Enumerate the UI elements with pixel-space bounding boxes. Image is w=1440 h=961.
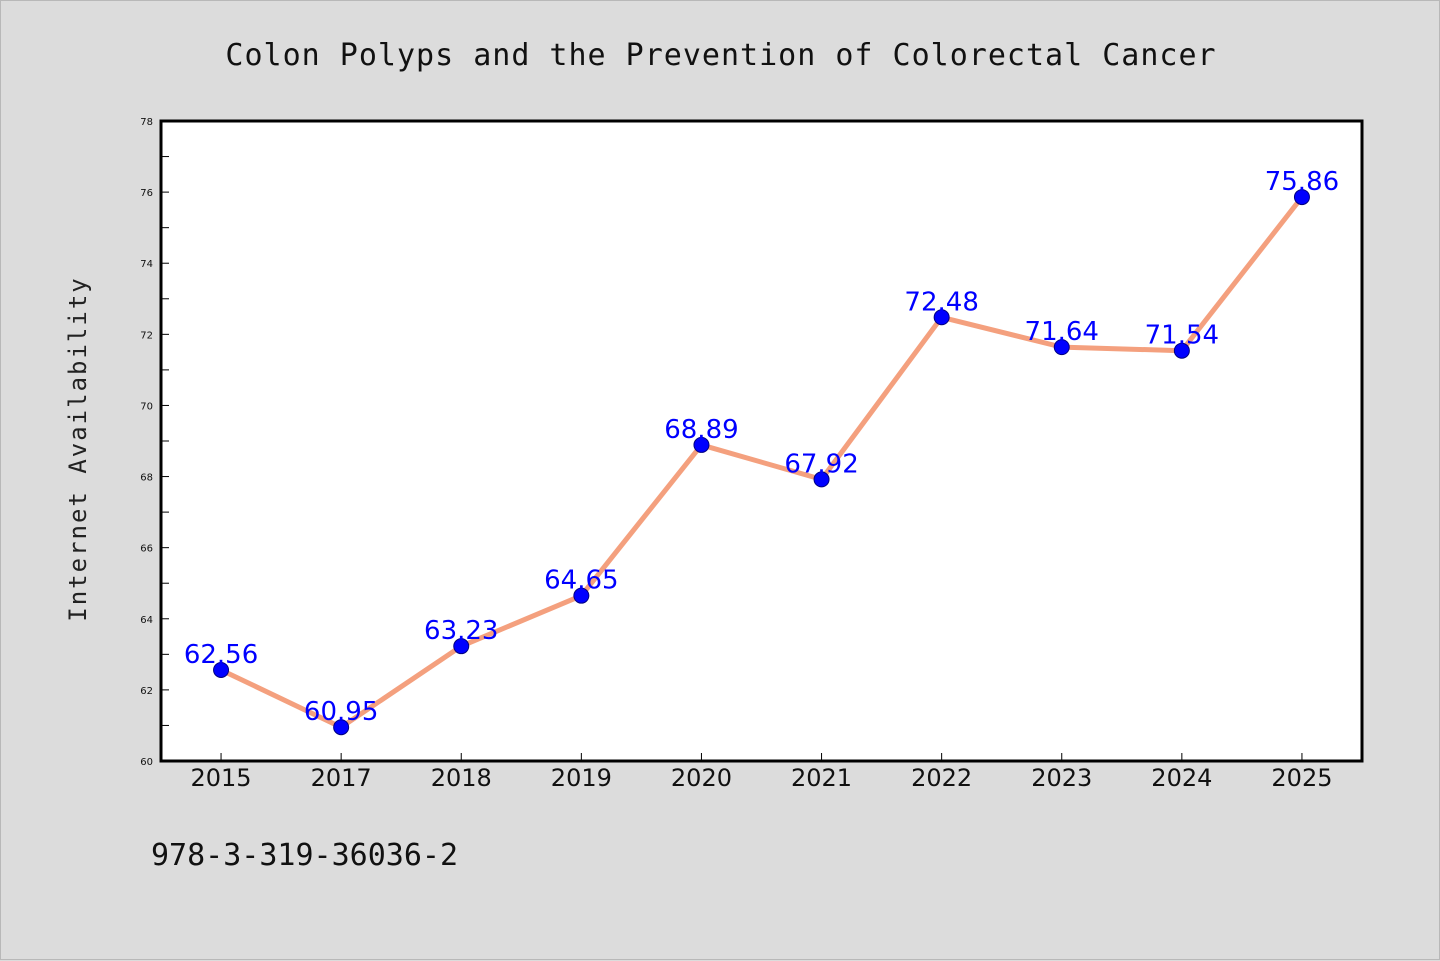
series-layer	[213, 189, 1310, 736]
data-labels: 62.56 60.95 63.23 64.65 68.89 67.92 72.48 71.64…	[184, 167, 1339, 727]
plot-area	[159, 119, 1364, 763]
data-point	[693, 436, 710, 453]
data-point	[573, 587, 590, 604]
data-label: 62.56	[184, 640, 258, 670]
data-label: 67.92	[784, 449, 858, 479]
x-tick-label: 2015	[191, 764, 252, 792]
x-tick-label: 2022	[911, 764, 972, 792]
y-tick-label: 64	[140, 615, 153, 626]
x-tick-label: 2021	[791, 764, 852, 792]
y-tick-label: 76	[140, 188, 153, 199]
y-tick-label: 60	[140, 757, 153, 768]
series-line	[219, 195, 1304, 730]
y-tick-label: 74	[140, 259, 153, 270]
data-point	[813, 471, 830, 488]
x-tick-label: 2019	[551, 764, 612, 792]
data-label: 68.89	[664, 415, 738, 445]
y-tick-label: 68	[140, 473, 153, 484]
data-label: 75.86	[1265, 167, 1339, 197]
y-tick-label: 66	[140, 544, 153, 555]
data-point	[1173, 342, 1190, 359]
x-axis: 2015 2017 2018 2019 2020 2021 2022 2023 2024 2025	[191, 753, 1332, 792]
x-tick-label: 2017	[311, 764, 372, 792]
x-tick-label: 2020	[671, 764, 732, 792]
data-point	[933, 309, 950, 326]
y-tick-label: 70	[140, 401, 153, 412]
x-tick-label: 2024	[1151, 764, 1212, 792]
data-label: 71.54	[1145, 321, 1219, 351]
y-tick-label: 72	[140, 330, 153, 341]
y-tick-label: 78	[140, 117, 153, 128]
data-point	[453, 638, 470, 655]
data-label: 64.65	[544, 566, 618, 596]
data-point	[333, 719, 350, 736]
data-label: 72.48	[904, 287, 978, 317]
y-axis: 60 62 64 66 68 70 72 74 76 78	[140, 117, 169, 768]
data-point	[1053, 339, 1070, 356]
chart-title: Colon Polyps and the Prevention of Color…	[225, 38, 1216, 73]
y-axis-label: Internet Availability	[64, 276, 92, 621]
isbn-footer: 978-3-319-36036-2	[151, 838, 458, 873]
x-tick-label: 2023	[1031, 764, 1092, 792]
data-label: 71.64	[1025, 317, 1099, 347]
y-tick-label: 62	[140, 686, 153, 697]
x-tick-label: 2025	[1271, 764, 1332, 792]
data-label: 60.95	[304, 697, 378, 727]
x-tick-label: 2018	[431, 764, 492, 792]
data-point	[1293, 189, 1310, 206]
data-point	[213, 661, 230, 678]
data-label: 63.23	[424, 616, 498, 646]
